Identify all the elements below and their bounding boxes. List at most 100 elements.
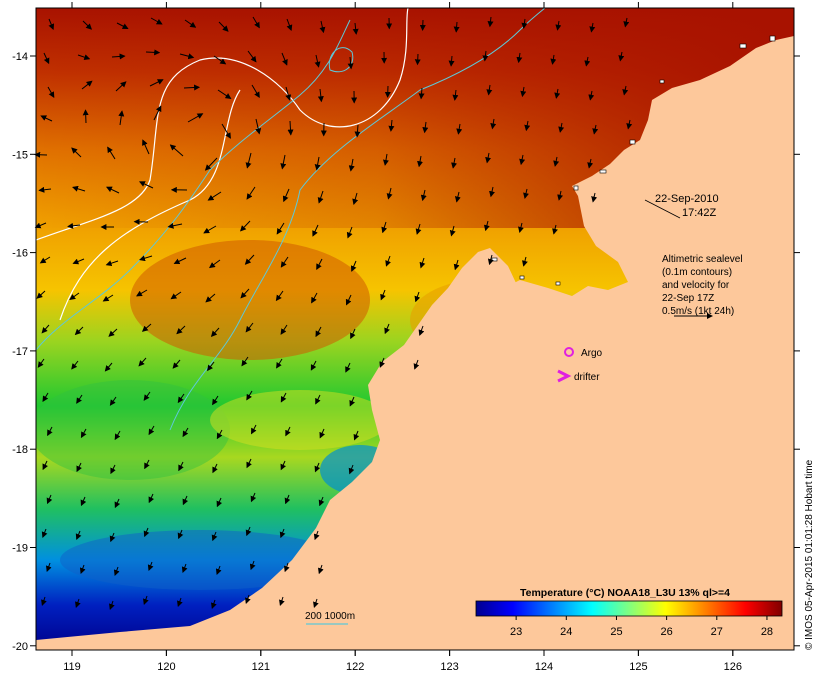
velocity-arrow bbox=[422, 121, 429, 134]
velocity-arrow bbox=[456, 123, 463, 135]
velocity-arrow bbox=[79, 564, 86, 575]
velocity-arrow bbox=[48, 18, 55, 31]
velocity-arrow bbox=[618, 51, 625, 62]
argo-marker bbox=[564, 347, 574, 357]
velocity-arrow bbox=[482, 50, 489, 62]
velocity-arrow bbox=[150, 17, 163, 25]
velocity-arrow bbox=[176, 597, 183, 608]
velocity-arrow bbox=[109, 532, 116, 543]
velocity-arrow bbox=[489, 186, 495, 198]
colorbar: Temperature (°C) NOAA18_L3U 13% ql>=4 23… bbox=[475, 587, 783, 638]
velocity-arrow bbox=[282, 188, 290, 203]
lat-tick-label: -19 bbox=[12, 543, 28, 555]
velocity-arrow bbox=[210, 599, 217, 610]
velocity-arrow bbox=[592, 124, 599, 135]
velocity-arrow bbox=[280, 324, 288, 335]
velocity-arrow bbox=[105, 186, 120, 194]
velocity-arrow bbox=[414, 53, 421, 66]
velocity-arrow bbox=[587, 158, 594, 169]
velocity-arrow bbox=[104, 362, 113, 372]
velocity-arrow bbox=[45, 562, 52, 573]
velocity-arrow bbox=[245, 322, 254, 333]
velocity-arrow bbox=[623, 17, 630, 28]
velocity-arrow bbox=[315, 326, 322, 338]
velocity-arrow bbox=[279, 528, 286, 539]
colorbar-tick-label: 26 bbox=[660, 626, 672, 638]
velocity-arrow bbox=[280, 392, 287, 403]
colorbar-tick-label: 25 bbox=[610, 626, 622, 638]
colorbar-tick-label: 23 bbox=[510, 626, 522, 638]
velocity-arrow bbox=[352, 192, 359, 206]
velocity-arrow bbox=[452, 89, 459, 101]
velocity-arrow bbox=[287, 120, 294, 136]
velocity-arrow bbox=[352, 22, 359, 35]
velocity-arrow bbox=[622, 85, 629, 96]
lat-tick-label: -18 bbox=[12, 444, 28, 456]
velocity-arrow bbox=[552, 224, 558, 235]
velocity-arrow bbox=[348, 464, 355, 475]
velocity-arrow bbox=[280, 154, 287, 170]
velocity-arrow bbox=[182, 427, 189, 438]
velocity-arrow bbox=[149, 79, 164, 87]
velocity-arrow bbox=[216, 429, 223, 440]
velocity-arrow bbox=[524, 120, 531, 132]
velocity-arrow bbox=[554, 88, 561, 99]
velocity-arrow bbox=[75, 530, 82, 541]
velocity-arrow bbox=[80, 428, 87, 439]
velocity-arrow bbox=[317, 88, 324, 103]
velocity-arrow bbox=[181, 563, 188, 574]
drifter-label: drifter bbox=[574, 372, 600, 383]
longitude-axis: 119 120 121 122 123 124 125 126 bbox=[63, 2, 742, 673]
velocity-arrow bbox=[208, 259, 221, 269]
velocity-arrow bbox=[385, 255, 391, 267]
velocity-arrow bbox=[553, 156, 560, 167]
colorbar-tick-label: 27 bbox=[711, 626, 723, 638]
lon-tick-label: 124 bbox=[535, 661, 553, 673]
velocity-arrow bbox=[167, 222, 183, 229]
velocity-arrow bbox=[77, 54, 91, 61]
velocity-arrow bbox=[114, 498, 121, 509]
velocity-arrow bbox=[153, 105, 162, 121]
velocity-arrow bbox=[102, 294, 114, 302]
velocity-arrow bbox=[348, 158, 355, 172]
velocity-arrow bbox=[380, 289, 386, 301]
velocity-arrow bbox=[319, 20, 326, 34]
time-label: 17:42Z bbox=[682, 207, 717, 219]
altimetry-line-3: and velocity for bbox=[662, 280, 730, 291]
velocity-arrow bbox=[345, 294, 352, 306]
velocity-arrow bbox=[584, 56, 591, 67]
velocity-arrow bbox=[487, 254, 494, 266]
velocity-arrow bbox=[34, 222, 47, 229]
colorbar-ticks: 23 24 25 26 27 28 bbox=[510, 616, 773, 638]
velocity-arrow bbox=[314, 54, 321, 68]
depth-legend-label: 200 1000m bbox=[305, 611, 355, 622]
velocity-arrow bbox=[142, 595, 149, 606]
velocity-arrow bbox=[283, 562, 290, 573]
velocity-arrow bbox=[246, 390, 253, 401]
velocity-arrow bbox=[449, 225, 456, 237]
velocity-arrow bbox=[47, 86, 55, 98]
velocity-arrow bbox=[280, 256, 289, 268]
velocity-arrow bbox=[522, 256, 528, 267]
velocity-arrow bbox=[311, 292, 318, 304]
credit-label: © IMOS 05-Apr-2015 01:01:28 Hobart time bbox=[804, 459, 815, 650]
velocity-arrow bbox=[169, 144, 184, 157]
velocity-arrow bbox=[142, 139, 150, 155]
velocity-arrow bbox=[516, 52, 523, 64]
velocity-arrow bbox=[313, 530, 320, 541]
lon-tick-label: 125 bbox=[629, 661, 647, 673]
velocity-arrow bbox=[314, 462, 321, 473]
velocity-arrow bbox=[249, 560, 256, 571]
velocity-arrow bbox=[109, 396, 117, 406]
altimetry-line-1: Altimetric sealevel bbox=[662, 254, 743, 265]
land-area bbox=[36, 8, 794, 650]
velocity-arrow bbox=[244, 254, 255, 265]
velocity-arrow bbox=[141, 323, 152, 332]
velocity-arrow bbox=[414, 291, 421, 303]
velocity-arrow bbox=[285, 426, 291, 437]
velocity-arrow bbox=[284, 494, 291, 505]
velocity-arrow bbox=[244, 594, 251, 605]
velocity-arrow bbox=[210, 327, 220, 337]
velocity-arrow bbox=[251, 424, 257, 435]
velocity-arrow bbox=[490, 118, 497, 130]
